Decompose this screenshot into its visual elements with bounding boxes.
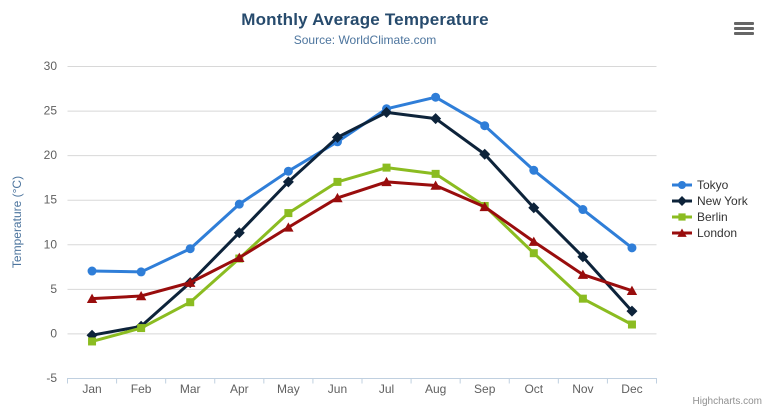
tokyo-point-sep[interactable] (480, 121, 490, 131)
y-axis-tick-label: 5 (50, 282, 57, 296)
chart-title: Monthly Average Temperature (241, 10, 489, 29)
legend-item-tokyo[interactable]: Tokyo (672, 177, 748, 193)
circle-legend-icon (672, 180, 692, 190)
new-york-point-aug[interactable] (430, 113, 442, 125)
x-axis-tick-label: Oct (524, 382, 543, 396)
london-point-feb[interactable] (135, 290, 147, 301)
tokyo-point-jan[interactable] (87, 266, 97, 276)
berlin-point-feb[interactable] (137, 324, 146, 333)
london-point-sep[interactable] (479, 201, 490, 212)
berlin-point-nov[interactable] (578, 294, 587, 303)
legend-label: Tokyo (697, 178, 729, 192)
berlin-point-oct[interactable] (529, 249, 538, 258)
legend-label: New York (697, 194, 748, 208)
hamburger-menu-icon (734, 21, 754, 35)
series-new-york (86, 106, 638, 341)
chart-subtitle: Source: WorldClimate.com (293, 33, 437, 47)
triangle-legend-icon (672, 228, 692, 237)
berlin-point-dec[interactable] (627, 320, 636, 329)
series-london (86, 176, 638, 303)
tokyo-point-may[interactable] (283, 166, 293, 176)
london-point-jul[interactable] (381, 176, 392, 187)
y-axis-tick-label: 15 (44, 193, 58, 207)
circle-marker[interactable] (677, 180, 687, 190)
y-axis-tick-label: 0 (50, 326, 57, 340)
new-york-point-apr[interactable] (233, 227, 245, 239)
london-point-apr[interactable] (234, 252, 245, 262)
new-york-point-jul[interactable] (381, 106, 393, 118)
y-axis-tick-label: -5 (46, 371, 57, 385)
new-york-point-sep[interactable] (479, 148, 491, 160)
london-point-jan[interactable] (86, 293, 98, 303)
diamond-legend-icon (672, 196, 692, 206)
tokyo-point-nov[interactable] (578, 205, 588, 215)
x-axis-tick-label: May (277, 382, 300, 396)
tokyo-point-aug[interactable] (431, 92, 441, 102)
london-point-may[interactable] (283, 222, 294, 232)
london-point-nov[interactable] (577, 269, 589, 279)
london-point-dec[interactable] (626, 285, 638, 295)
new-york-point-jun[interactable] (331, 131, 343, 143)
london-point-jun[interactable] (332, 192, 343, 203)
x-axis-tick-label: Apr (230, 382, 249, 396)
highcharts-credit-link[interactable]: Highcharts.com (692, 396, 762, 407)
new-york-point-nov[interactable] (577, 251, 589, 263)
export-menu-button[interactable] (732, 19, 756, 39)
berlin-point-may[interactable] (284, 209, 293, 218)
x-axis-tick-label: Aug (425, 382, 446, 396)
legend-label: Berlin (697, 210, 728, 224)
x-axis-tick-label: Jun (328, 382, 347, 396)
tokyo-point-oct[interactable] (529, 165, 539, 175)
y-axis-tick-label: 20 (44, 148, 58, 162)
x-axis-tick-label: Jan (82, 382, 101, 396)
series-line-london (90, 180, 634, 301)
london-point-aug[interactable] (430, 180, 441, 190)
series-line-new-york (90, 110, 634, 337)
x-axis-tick-label: Sep (474, 382, 496, 396)
square-legend-icon (672, 213, 692, 221)
legend: Tokyo New York Berlin London (672, 177, 748, 241)
legend-label: London (697, 226, 738, 240)
legend-item-berlin[interactable]: Berlin (672, 209, 748, 225)
x-axis-tick-label: Feb (131, 382, 152, 396)
series-line-berlin (90, 166, 634, 343)
x-axis-tick-label: Nov (572, 382, 593, 396)
tokyo-point-feb[interactable] (136, 267, 146, 277)
x-axis-tick-label: Dec (621, 382, 642, 396)
x-axis-tick-label: Jul (379, 382, 394, 396)
y-axis-tick-label: 30 (44, 59, 58, 73)
x-axis-tick-label: Mar (180, 382, 201, 396)
tokyo-point-dec[interactable] (627, 243, 637, 253)
new-york-point-oct[interactable] (528, 202, 540, 214)
berlin-point-jan[interactable] (88, 337, 97, 346)
new-york-point-may[interactable] (282, 176, 294, 188)
new-york-point-dec[interactable] (626, 305, 638, 317)
berlin-point-mar[interactable] (186, 298, 195, 307)
y-axis-tick-label: 10 (44, 237, 58, 251)
london-point-oct[interactable] (528, 236, 539, 246)
tokyo-point-apr[interactable] (234, 199, 244, 209)
tokyo-point-mar[interactable] (185, 244, 195, 254)
legend-item-new-york[interactable]: New York (672, 193, 748, 209)
series-tokyo (87, 92, 637, 277)
y-axis-tick-label: 25 (44, 104, 58, 118)
diamond-marker[interactable] (677, 196, 687, 206)
square-marker[interactable] (678, 213, 686, 221)
berlin-point-jul[interactable] (382, 163, 391, 172)
legend-item-london[interactable]: London (672, 225, 748, 241)
triangle-marker[interactable] (677, 228, 687, 237)
london-point-mar[interactable] (185, 277, 196, 287)
berlin-point-aug[interactable] (431, 169, 440, 178)
berlin-point-jun[interactable] (333, 177, 342, 186)
y-axis-title: Temperature (°C) (10, 176, 24, 268)
